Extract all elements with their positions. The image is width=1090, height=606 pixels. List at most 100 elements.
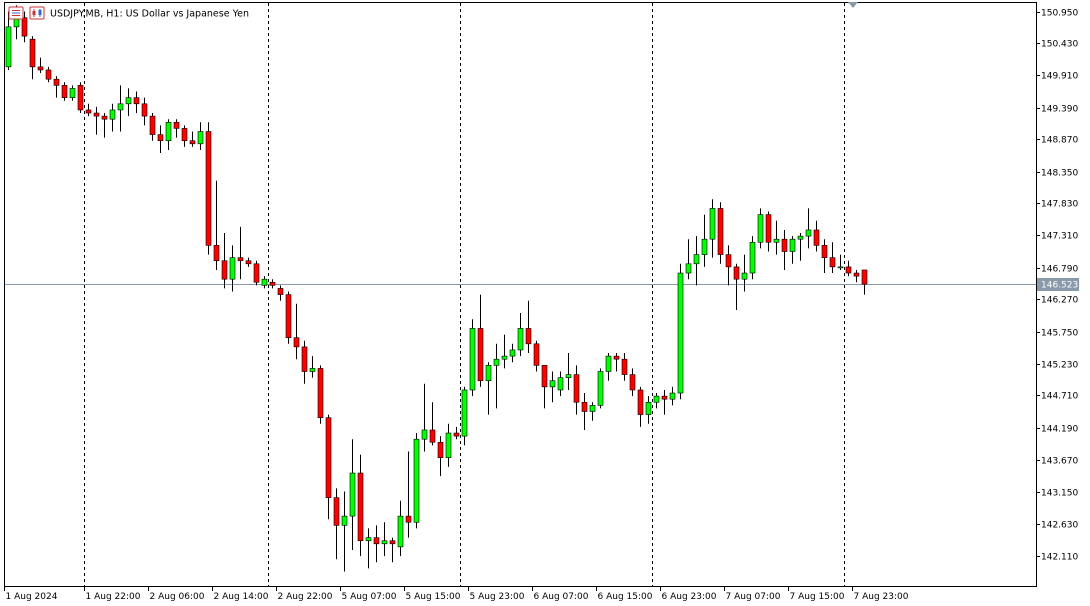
candle[interactable]: [333, 488, 340, 560]
candle[interactable]: [61, 82, 68, 101]
candle[interactable]: [349, 439, 356, 550]
candles-type-icon[interactable]: [29, 6, 45, 20]
candle[interactable]: [381, 522, 388, 557]
candle[interactable]: [781, 229, 788, 270]
candle[interactable]: [341, 491, 348, 572]
candle[interactable]: [661, 389, 668, 415]
price-axis[interactable]: 150.950 150.430 149.910 149.390 148.870 148.3…: [1036, 9, 1078, 563]
candle[interactable]: [165, 119, 172, 150]
candle[interactable]: [837, 254, 844, 270]
candle[interactable]: [285, 291, 292, 344]
candle[interactable]: [141, 97, 148, 126]
candle[interactable]: [437, 436, 444, 477]
candle[interactable]: [245, 257, 252, 267]
candle[interactable]: [653, 393, 660, 409]
candle[interactable]: [101, 113, 108, 138]
candle[interactable]: [517, 313, 524, 357]
candle[interactable]: [21, 11, 28, 43]
candle[interactable]: [829, 242, 836, 274]
candle[interactable]: [717, 202, 724, 264]
candle[interactable]: [525, 300, 532, 354]
candle[interactable]: [421, 383, 428, 452]
candle[interactable]: [725, 245, 732, 286]
candle[interactable]: [813, 220, 820, 252]
candle[interactable]: [69, 85, 76, 101]
candle[interactable]: [189, 131, 196, 147]
candle[interactable]: [845, 260, 852, 277]
candle[interactable]: [557, 371, 564, 397]
candle[interactable]: [621, 353, 628, 381]
candle[interactable]: [237, 226, 244, 280]
candle[interactable]: [429, 402, 436, 446]
candle[interactable]: [669, 386, 676, 406]
candle[interactable]: [693, 236, 700, 286]
candle[interactable]: [125, 88, 132, 117]
candle[interactable]: [157, 125, 164, 154]
candle[interactable]: [181, 125, 188, 147]
candle[interactable]: [581, 393, 588, 430]
candle[interactable]: [173, 119, 180, 138]
candle[interactable]: [277, 285, 284, 301]
candle[interactable]: [77, 82, 84, 114]
candle[interactable]: [221, 233, 228, 289]
candle[interactable]: [325, 414, 332, 520]
candle[interactable]: [637, 386, 644, 427]
candle[interactable]: [565, 353, 572, 390]
candle[interactable]: [797, 233, 804, 261]
candle[interactable]: [709, 199, 716, 258]
candle[interactable]: [445, 423, 452, 467]
candle[interactable]: [397, 500, 404, 557]
candle[interactable]: [549, 371, 556, 403]
candle[interactable]: [37, 57, 44, 74]
shift-marker-icon[interactable]: [848, 2, 858, 8]
candle[interactable]: [749, 236, 756, 280]
candle[interactable]: [773, 220, 780, 255]
candle[interactable]: [605, 353, 612, 381]
candle[interactable]: [53, 76, 60, 98]
candle[interactable]: [301, 340, 308, 384]
candle[interactable]: [373, 525, 380, 563]
candle[interactable]: [469, 319, 476, 397]
chart-menu-icon[interactable]: [8, 6, 24, 20]
candle[interactable]: [589, 402, 596, 421]
candle[interactable]: [261, 276, 268, 289]
candle[interactable]: [293, 303, 300, 360]
candle[interactable]: [253, 260, 260, 286]
candle[interactable]: [29, 36, 36, 80]
candle[interactable]: [45, 66, 52, 83]
candle[interactable]: [197, 122, 204, 150]
candle[interactable]: [821, 239, 828, 274]
candle[interactable]: [509, 343, 516, 363]
candle[interactable]: [461, 386, 468, 446]
candle[interactable]: [269, 279, 276, 289]
candle[interactable]: [685, 239, 692, 280]
candle[interactable]: [789, 236, 796, 264]
candle[interactable]: [453, 426, 460, 440]
candle[interactable]: [309, 356, 316, 378]
candle[interactable]: [485, 362, 492, 415]
candle[interactable]: [117, 85, 124, 132]
candle[interactable]: [109, 103, 116, 132]
time-axis[interactable]: 1 Aug 2024 1 Aug 22:00 2 Aug 06:00 2 Aug 14…: [4, 586, 909, 602]
candles[interactable]: [5, 5, 868, 572]
candle[interactable]: [5, 11, 12, 70]
candle[interactable]: [701, 214, 708, 267]
candle[interactable]: [861, 269, 868, 295]
candle[interactable]: [317, 365, 324, 424]
candle[interactable]: [613, 353, 620, 372]
candle[interactable]: [493, 343, 500, 409]
candle[interactable]: [757, 208, 764, 249]
candle[interactable]: [405, 451, 412, 538]
candle[interactable]: [357, 454, 364, 557]
candle[interactable]: [741, 254, 748, 292]
candle[interactable]: [149, 113, 156, 141]
candle[interactable]: [533, 340, 540, 372]
candle[interactable]: [229, 245, 236, 292]
candle[interactable]: [389, 537, 396, 563]
candle[interactable]: [677, 263, 684, 400]
candle[interactable]: [805, 208, 812, 249]
candle[interactable]: [597, 368, 604, 409]
candle[interactable]: [629, 368, 636, 397]
